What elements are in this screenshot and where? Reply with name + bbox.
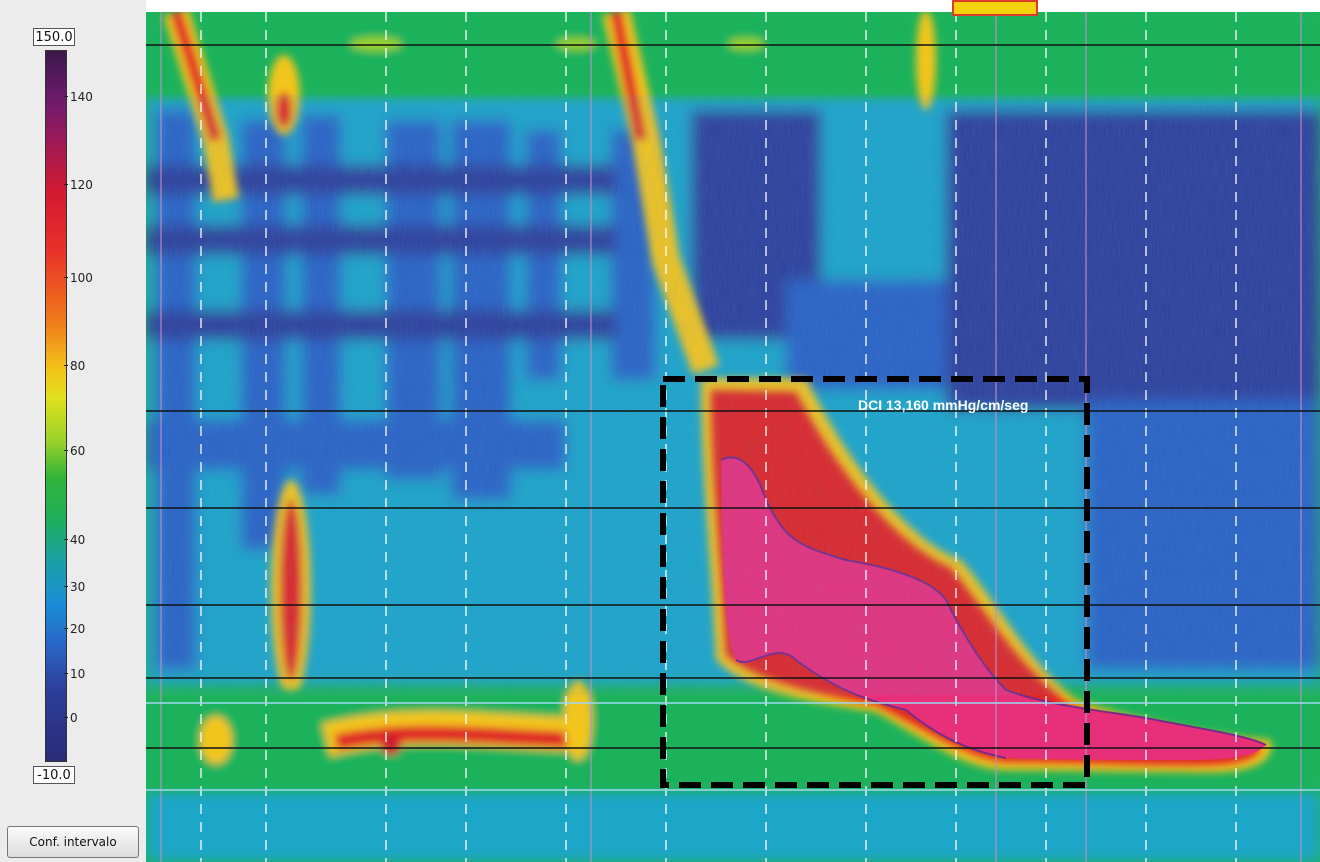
scale-tick: 20 [64,621,130,637]
scale-min-input[interactable]: -10.0 [33,766,75,784]
scale-tick: 10 [64,666,130,682]
scale-tick: 60 [64,443,130,459]
color-scale-panel: 150.0 140 120 100 80 60 40 30 20 10 0 -1… [0,0,146,862]
plot-top-strip [146,0,1320,12]
reference-lines [146,702,1320,791]
scale-tick: 140 [64,89,130,105]
scale-tick: 100 [64,270,130,286]
top-marker[interactable] [952,0,1038,16]
upper-sphincter-band [146,12,1320,97]
conf-intervalo-button[interactable]: Conf. intervalo [7,826,139,858]
dci-measurement-box[interactable] [660,376,1090,788]
scale-tick: 80 [64,358,130,374]
scale-tick: 30 [64,579,130,595]
dci-label: DCI 13,160 mmHg/cm/seg [858,397,1029,413]
pressure-topography-plot[interactable]: DCI 13,160 mmHg/cm/seg [146,0,1320,862]
sensor-lines [146,44,1320,749]
scale-tick: 40 [64,532,130,548]
pressure-colorbar [45,50,67,762]
texture-overlay [146,95,1320,695]
scale-max-input[interactable]: 150.0 [33,28,75,46]
topography-canvas [146,0,1320,862]
scale-tick: 120 [64,177,130,193]
scale-tick: 0 [64,710,130,726]
